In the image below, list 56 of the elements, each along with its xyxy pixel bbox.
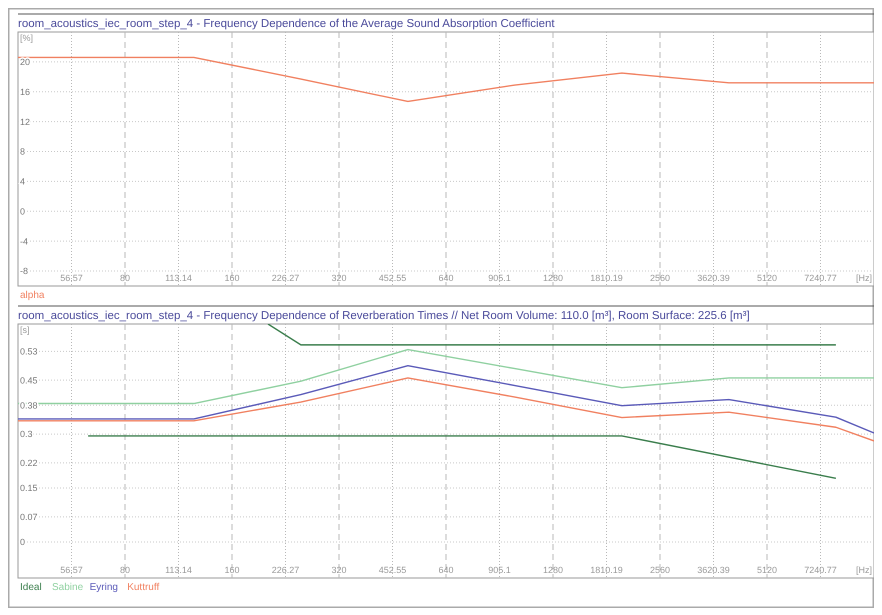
x-tick-label: 640	[438, 565, 454, 575]
x-tick-label: 80	[120, 273, 130, 283]
chart-title: room_acoustics_iec_room_step_4 - Frequency Dependence of the Average Sound Absorption Coefficient	[18, 18, 556, 30]
y-tick-label: 16	[20, 86, 30, 97]
text: Sabine	[52, 582, 84, 593]
text: Eyring	[90, 582, 118, 593]
x-tick-label: 2560	[650, 273, 670, 283]
x-tick-label: 80	[120, 565, 130, 575]
x-tick-label: 226.27	[272, 273, 300, 283]
text: Kuttruff	[127, 582, 160, 593]
y-tick-label: 0.53	[20, 346, 38, 356]
x-tick-label: 1280	[542, 273, 564, 283]
y-tick-label: 4	[20, 176, 26, 187]
x-tick-label: 226.27	[272, 565, 300, 575]
x-tick-label: 5120	[756, 273, 778, 283]
x-tick-label: 3620.39	[697, 565, 730, 575]
y-tick-label: 12	[20, 116, 30, 127]
y-tick-label: 0	[20, 537, 26, 548]
y-tick-label: -4	[20, 236, 28, 246]
x-tick-label: 160	[224, 565, 240, 575]
x-tick-label: 113.14	[165, 273, 192, 283]
text: Ideal	[20, 582, 42, 593]
x-tick-label: 160	[224, 273, 240, 283]
x-tick-label: 1810.19	[590, 565, 623, 575]
x-tick-label: 2560	[650, 565, 670, 575]
y-tick-label: 8	[20, 146, 26, 157]
y-tick-label: 0.3	[20, 429, 33, 440]
x-axis-title: [Hz]	[856, 565, 872, 575]
x-tick-label: 905.1	[488, 273, 511, 283]
y-tick-label: 0.07	[20, 512, 38, 522]
x-tick-label: 452.55	[378, 273, 406, 283]
x-tick-label: 320	[331, 565, 347, 575]
y-tick-label: 0.22	[20, 458, 38, 468]
x-tick-label: 640	[438, 273, 454, 283]
text: alpha	[20, 290, 45, 301]
x-tick-label: 452.55	[378, 565, 406, 575]
x-tick-label: 113.14	[165, 565, 192, 575]
y-tick-label: 0.15	[20, 483, 38, 494]
x-tick-label: 320	[331, 273, 347, 283]
x-tick-label: 1280	[542, 565, 564, 575]
x-tick-label: 905.1	[488, 565, 511, 575]
x-tick-label: 3620.39	[697, 273, 730, 283]
y-tick-label: -8	[20, 266, 28, 276]
x-axis-title: [Hz]	[856, 273, 872, 283]
x-tick-label: 1810.19	[590, 273, 623, 283]
y-axis-title: [%]	[20, 33, 34, 43]
x-tick-label: 56.57	[60, 565, 83, 575]
x-tick-label: 56.57	[60, 273, 83, 283]
chart-title: room_acoustics_iec_room_step_4 - Frequency Dependence of Reverberation Times // Net Room Volume: 110.0 [m³], Room Surface: 225.6 [m³]	[18, 310, 750, 322]
y-tick-label: 0	[20, 206, 26, 216]
x-tick-label: 7240.77	[804, 273, 837, 283]
x-tick-label: 5120	[756, 565, 778, 575]
y-tick-label: 0.45	[20, 375, 38, 386]
y-tick-label: 20	[20, 57, 30, 68]
x-tick-label: 7240.77	[804, 565, 837, 575]
y-axis-title: [s]	[20, 325, 30, 335]
